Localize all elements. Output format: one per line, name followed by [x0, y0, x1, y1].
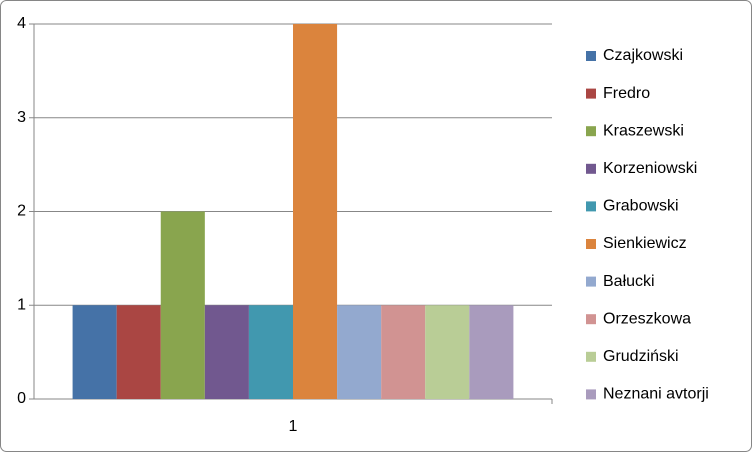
bar — [72, 305, 117, 399]
legend-swatch — [586, 389, 596, 400]
y-tick-label: 1 — [17, 296, 26, 313]
legend-label: Fredro — [603, 85, 650, 102]
bar — [116, 305, 161, 399]
legend-swatch — [586, 163, 596, 174]
bar — [469, 305, 514, 399]
bar — [293, 24, 338, 399]
legend-swatch — [586, 314, 596, 325]
legend-swatch — [586, 351, 596, 362]
legend-label: Kraszewski — [603, 122, 684, 139]
legend-swatch — [586, 239, 596, 249]
y-tick-label: 0 — [17, 390, 26, 407]
bar — [337, 305, 382, 399]
y-tick-label: 2 — [17, 203, 26, 220]
y-tick-label: 4 — [17, 15, 26, 32]
bar — [248, 305, 293, 399]
legend-label: Grudziński — [603, 348, 679, 365]
legend-label: Grabowski — [603, 198, 679, 215]
legend-label: Sienkiewicz — [603, 235, 687, 252]
legend-swatch — [586, 88, 596, 99]
legend-label: Czajkowski — [603, 47, 683, 64]
legend-swatch — [586, 51, 596, 61]
legend-label: Orzeszkowa — [603, 310, 691, 327]
legend-swatch — [586, 126, 596, 137]
legend-swatch — [586, 276, 596, 287]
bar — [160, 211, 205, 399]
legend-label: Neznani avtorji — [603, 386, 709, 403]
bar — [381, 305, 426, 399]
bar — [425, 305, 470, 399]
x-tick-label: 1 — [289, 418, 298, 435]
legend-swatch — [586, 201, 596, 212]
y-tick-label: 3 — [17, 109, 26, 126]
bar — [204, 305, 249, 399]
legend-label: Korzeniowski — [603, 160, 697, 177]
legend-label: Bałucki — [603, 273, 655, 290]
